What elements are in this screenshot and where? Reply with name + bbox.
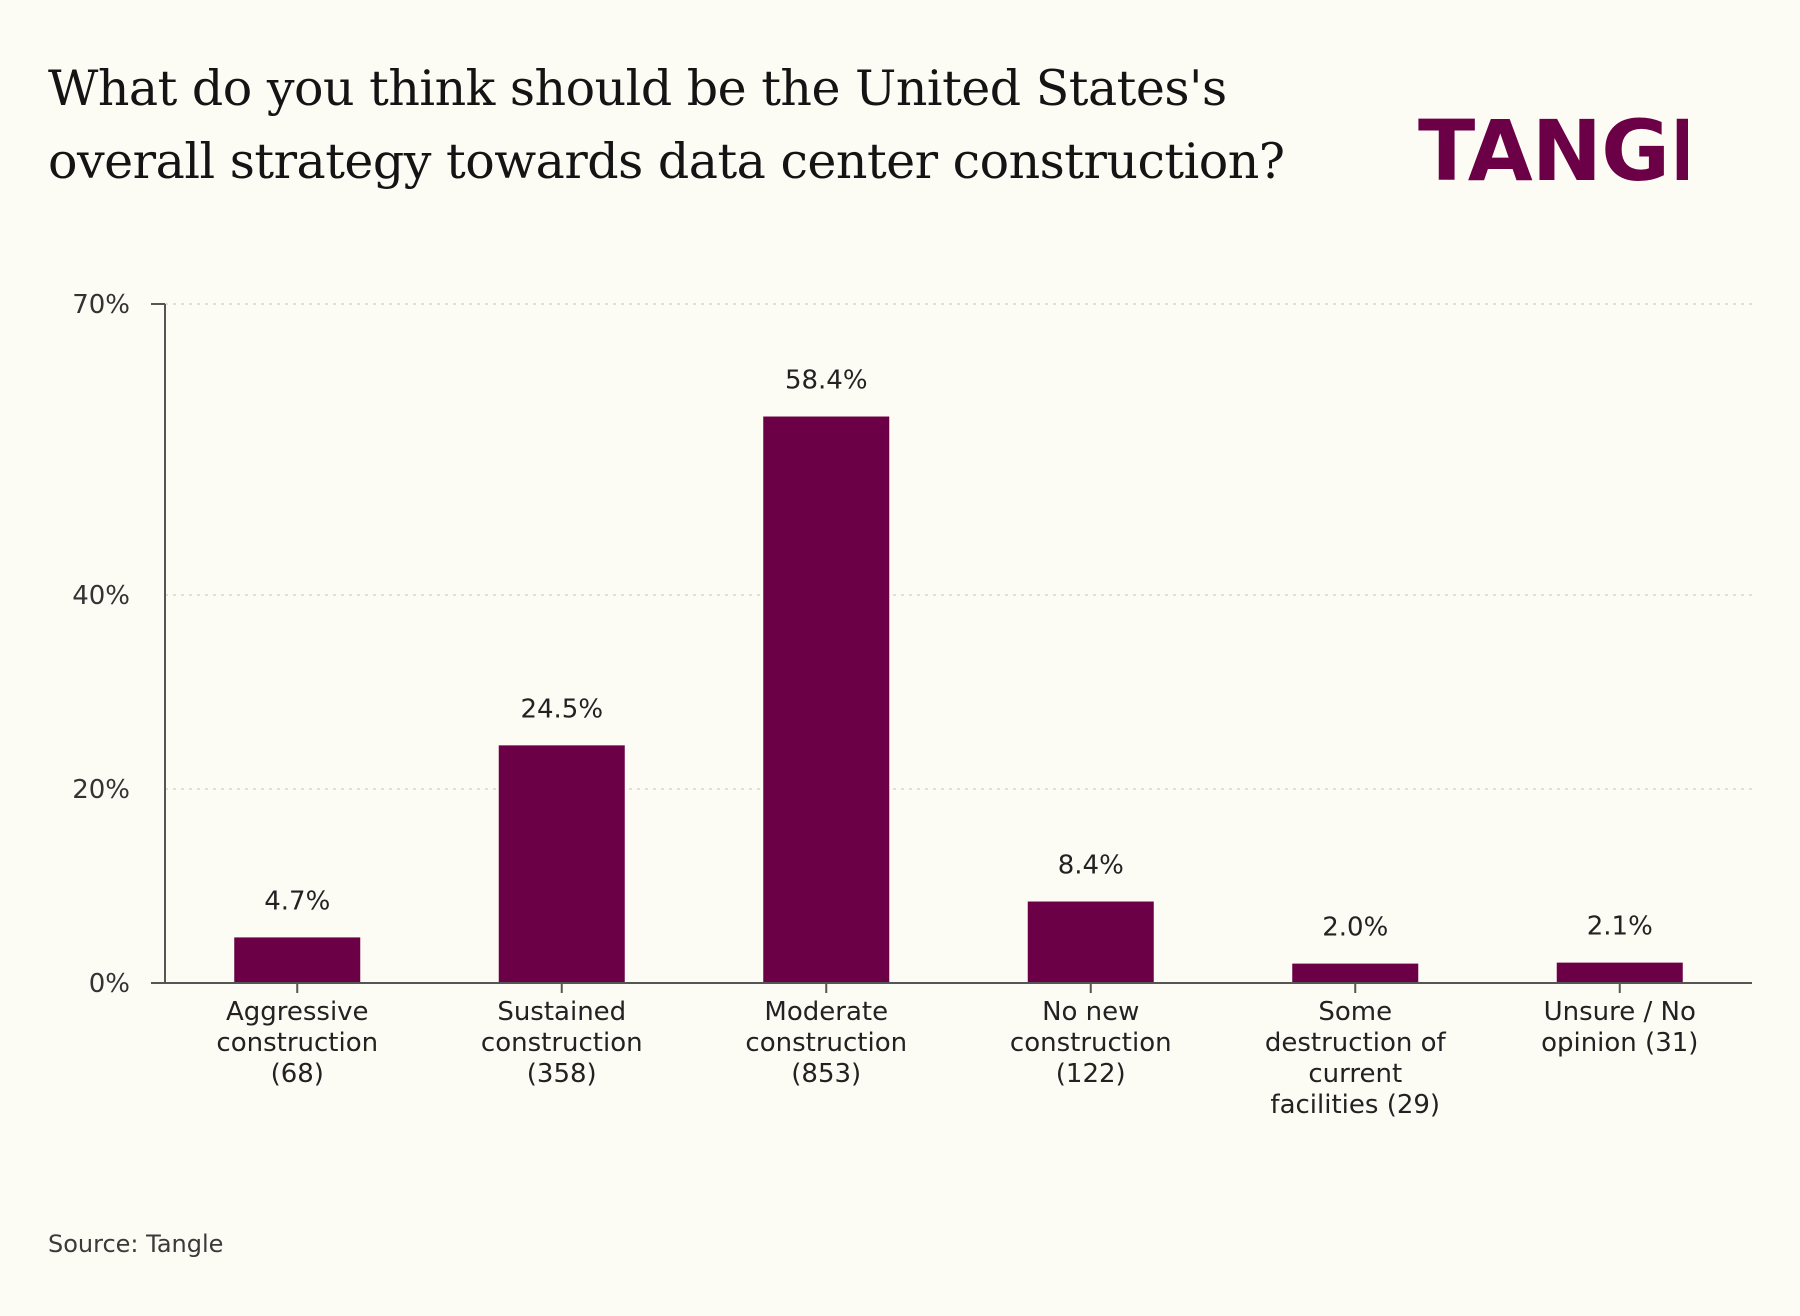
bar [1027, 901, 1154, 983]
x-tick-label: construction [216, 1028, 378, 1058]
x-tick-label: destruction of [1265, 1028, 1447, 1058]
x-tick-label: opinion (31) [1541, 1028, 1698, 1058]
y-tick-label: 40% [72, 581, 130, 611]
x-tick-label: construction [745, 1028, 907, 1058]
bar [1292, 963, 1419, 983]
bar-chart: 0%20%40%70%4.7%Aggressiveconstruction(68… [72, 290, 1752, 1120]
bar [763, 416, 890, 983]
y-tick-label: 0% [89, 969, 130, 999]
bar [1556, 962, 1683, 983]
chart-title: What do you think should be the United S… [48, 52, 1348, 198]
x-tick-label: facilities (29) [1270, 1090, 1440, 1120]
x-tick-label: Moderate [764, 997, 888, 1027]
data-label: 58.4% [785, 366, 868, 396]
x-tick-label: No new [1042, 997, 1139, 1027]
x-tick-label: construction [1010, 1028, 1172, 1058]
y-tick-label: 20% [72, 775, 130, 805]
data-label: 24.5% [520, 694, 603, 724]
x-tick-label: (358) [527, 1059, 597, 1089]
bar [498, 745, 625, 983]
x-tick-label: construction [481, 1028, 643, 1058]
x-tick-label: Unsure / No [1544, 997, 1696, 1027]
data-label: 8.4% [1058, 851, 1124, 881]
x-tick-label: (122) [1056, 1059, 1126, 1089]
x-tick-label: (68) [271, 1059, 324, 1089]
source-note: Source: Tangle [48, 1230, 224, 1258]
x-tick-label: Sustained [497, 997, 626, 1027]
data-label: 2.0% [1322, 913, 1388, 943]
y-tick-label: 70% [72, 290, 130, 320]
data-label: 2.1% [1587, 912, 1653, 942]
tangle-logo-text: TANGLE [1418, 106, 1688, 186]
data-label: 4.7% [264, 886, 330, 916]
bar [234, 937, 361, 983]
tangle-logo: TANGLE [1418, 106, 1688, 186]
x-tick-label: (853) [791, 1059, 861, 1089]
x-tick-label: current [1308, 1059, 1402, 1089]
chart-title-line-1: What do you think should be the United S… [48, 60, 1227, 117]
chart-title-line-2: overall strategy towards data center con… [48, 133, 1285, 190]
x-tick-label: Aggressive [226, 997, 369, 1027]
x-tick-label: Some [1318, 997, 1392, 1027]
